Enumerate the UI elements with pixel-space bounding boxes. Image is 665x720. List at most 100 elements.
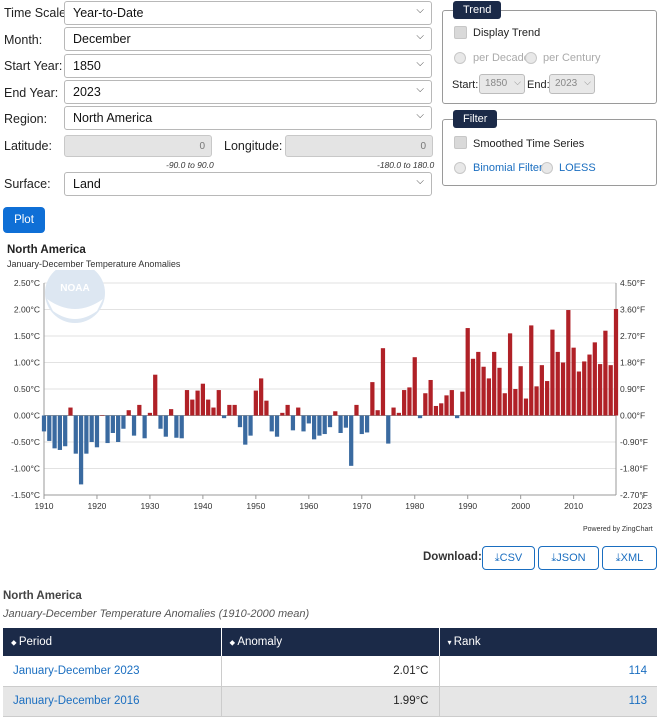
anomaly-bar[interactable]	[407, 387, 412, 416]
anomaly-bar[interactable]	[608, 365, 613, 416]
anomaly-bar[interactable]	[105, 415, 110, 444]
per-century-radio[interactable]	[525, 52, 537, 64]
anomaly-bar[interactable]	[73, 415, 78, 454]
anomaly-bar[interactable]	[338, 415, 343, 433]
column-header-anomaly[interactable]: ⬥ Anomaly	[221, 628, 440, 656]
display-trend-checkbox[interactable]	[454, 26, 467, 39]
anomaly-bar[interactable]	[121, 415, 126, 429]
anomaly-bar[interactable]	[179, 415, 184, 439]
anomaly-bar[interactable]	[359, 415, 364, 435]
column-header-period[interactable]: ⬥ Period	[3, 628, 222, 656]
anomaly-bar[interactable]	[274, 415, 280, 437]
loess-label[interactable]: LOESS	[559, 162, 596, 174]
anomaly-bar[interactable]	[592, 342, 597, 416]
anomaly-bar[interactable]	[296, 407, 301, 416]
anomaly-bar[interactable]	[110, 415, 115, 433]
anomaly-bar[interactable]	[555, 351, 560, 416]
anomaly-bar[interactable]	[560, 362, 566, 416]
anomaly-bar[interactable]	[507, 333, 513, 416]
anomaly-bar[interactable]	[433, 405, 439, 416]
anomaly-bar[interactable]	[41, 415, 47, 432]
anomaly-bar[interactable]	[100, 415, 105, 417]
anomaly-bar[interactable]	[237, 415, 243, 428]
anomaly-bar[interactable]	[423, 393, 428, 416]
loess-radio[interactable]	[541, 162, 553, 174]
anomaly-bar[interactable]	[301, 415, 306, 432]
anomaly-bar[interactable]	[375, 410, 380, 416]
anomaly-bar[interactable]	[89, 415, 94, 443]
anomaly-bar[interactable]	[153, 374, 158, 416]
anomaly-bar[interactable]	[116, 415, 121, 443]
anomaly-bar[interactable]	[539, 365, 544, 416]
anomaly-bar[interactable]	[343, 415, 349, 428]
rank-link[interactable]: 113	[439, 686, 657, 717]
region-select[interactable]: North America ⌵	[64, 106, 432, 130]
trend-start-select[interactable]: 1850 ⌵	[479, 74, 525, 94]
anomaly-bar[interactable]	[195, 390, 200, 416]
anomaly-bar[interactable]	[529, 325, 534, 416]
anomaly-bar[interactable]	[126, 410, 131, 416]
anomaly-bar[interactable]	[147, 412, 153, 416]
anomaly-bar[interactable]	[545, 381, 550, 416]
anomaly-bar[interactable]	[227, 404, 232, 416]
anomaly-bar[interactable]	[52, 415, 57, 449]
anomaly-bar[interactable]	[78, 415, 84, 485]
anomaly-bar[interactable]	[370, 382, 375, 416]
anomaly-bar[interactable]	[63, 415, 68, 447]
anomaly-bar[interactable]	[587, 354, 592, 416]
anomaly-bar[interactable]	[47, 415, 52, 441]
anomaly-bar[interactable]	[248, 415, 253, 436]
longitude-input[interactable]: 0	[285, 135, 433, 157]
download-csv-button[interactable]: ⤓CSV	[482, 546, 535, 570]
anomaly-bar[interactable]	[396, 412, 401, 416]
binomial-label[interactable]: Binomial Filter	[473, 162, 543, 174]
anomaly-bar[interactable]	[534, 386, 539, 416]
anomaly-bar[interactable]	[317, 415, 322, 436]
anomaly-bar[interactable]	[232, 404, 237, 416]
anomaly-bar[interactable]	[550, 329, 555, 416]
anomaly-bar[interactable]	[94, 415, 100, 448]
surface-select[interactable]: Land ⌵	[64, 172, 432, 196]
anomaly-bar[interactable]	[142, 415, 147, 439]
anomaly-bar[interactable]	[158, 415, 163, 429]
anomaly-bar[interactable]	[243, 415, 248, 445]
timescale-select[interactable]: Year-to-Date ⌵	[64, 1, 432, 25]
anomaly-bar[interactable]	[349, 415, 354, 466]
anomaly-bar[interactable]	[476, 351, 481, 416]
anomaly-bar[interactable]	[449, 390, 454, 416]
anomaly-bar[interactable]	[364, 415, 370, 433]
anomaly-bar[interactable]	[327, 415, 333, 428]
anomaly-bar[interactable]	[518, 366, 523, 416]
anomaly-bar[interactable]	[391, 407, 396, 416]
anomaly-bar[interactable]	[354, 404, 359, 416]
anomaly-bar[interactable]	[566, 310, 571, 416]
anomaly-bar[interactable]	[502, 393, 507, 416]
anomaly-bar[interactable]	[269, 415, 274, 432]
anomaly-bar[interactable]	[57, 415, 63, 450]
period-link[interactable]: January-December 2023	[3, 656, 222, 687]
anomaly-bar[interactable]	[174, 415, 179, 438]
anomaly-bar[interactable]	[253, 390, 258, 416]
anomaly-bar[interactable]	[444, 395, 449, 416]
anomaly-bar[interactable]	[481, 366, 486, 416]
anomaly-bar[interactable]	[290, 415, 296, 431]
anomaly-bar[interactable]	[597, 364, 603, 416]
download-xml-button[interactable]: ⤓XML	[602, 546, 657, 570]
period-link[interactable]: January-December 2016	[3, 686, 222, 717]
rank-link[interactable]: 114	[439, 656, 657, 687]
download-json-button[interactable]: ⤓JSON	[538, 546, 599, 570]
anomaly-bar[interactable]	[513, 389, 518, 416]
anomaly-bar[interactable]	[380, 348, 386, 416]
latitude-input[interactable]: 0	[64, 135, 212, 157]
start-year-select[interactable]: 1850 ⌵	[64, 54, 432, 78]
anomaly-bar[interactable]	[417, 415, 423, 419]
anomaly-bar[interactable]	[221, 415, 227, 419]
anomaly-bar[interactable]	[486, 378, 492, 416]
anomaly-bar[interactable]	[285, 404, 290, 416]
anomaly-bar[interactable]	[603, 330, 608, 416]
anomaly-bar[interactable]	[200, 383, 206, 416]
per-decade-radio[interactable]	[454, 52, 466, 64]
anomaly-bar[interactable]	[206, 399, 211, 416]
anomaly-bar[interactable]	[428, 379, 433, 416]
trend-end-select[interactable]: 2023 ⌵	[549, 74, 595, 94]
